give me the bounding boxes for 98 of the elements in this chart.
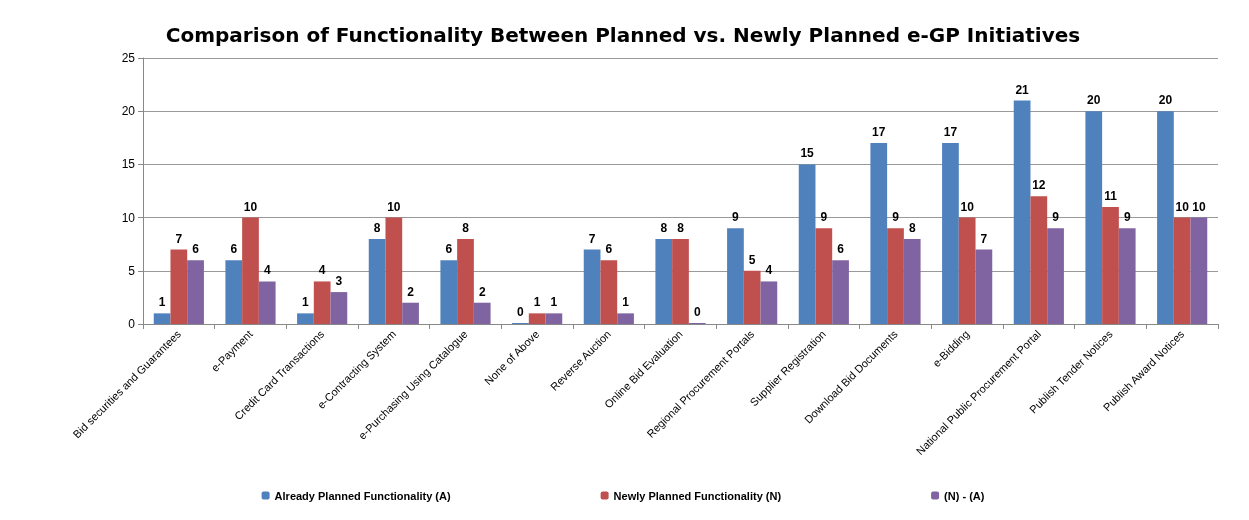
data-label: 5 [748,252,756,267]
bar [297,313,314,324]
data-label: 7 [980,231,988,246]
bar [870,143,888,324]
bar [473,302,491,324]
bar [1047,228,1064,324]
data-label: 8 [677,220,685,235]
bar [1157,111,1174,324]
data-label: 10 [243,199,258,214]
bar [815,228,833,324]
data-label: 1 [622,295,630,310]
bar [1013,100,1031,324]
data-label: 7 [588,231,596,246]
data-label: 6 [445,242,453,257]
bar [1173,217,1191,324]
data-label: 8 [462,220,470,235]
bar [887,228,904,324]
legend-label: Already Planned Functionality (A) [274,489,451,502]
bar [583,249,601,324]
bar [903,238,921,324]
bar [242,217,259,324]
y-tick-label: 0 [128,317,136,331]
legend-label: Newly Planned Functionality (N) [613,489,782,502]
data-label: 2 [407,284,415,299]
bar [368,238,386,324]
data-label: 6 [230,242,238,257]
data-label: 11 [1104,188,1118,203]
data-label: 0 [693,305,701,319]
bar [440,260,458,324]
bar [170,249,188,324]
data-label: 8 [908,220,916,235]
bar [958,217,976,324]
data-label: 9 [1052,210,1060,225]
data-label: 9 [732,210,740,225]
data-label: 8 [373,220,381,235]
data-label: 0 [517,305,525,319]
data-label: 2 [478,284,486,299]
bar [1102,206,1119,324]
bar [528,313,546,324]
data-label: 4 [765,263,773,278]
bar [600,260,618,324]
bar [832,260,849,324]
data-label: 7 [175,231,183,246]
data-label: 17 [943,125,958,140]
y-tick-label: 20 [121,104,136,119]
bar [330,292,348,324]
data-label: 21 [1015,82,1030,97]
data-label: 1 [158,295,166,310]
bar [545,313,563,324]
y-tick-label: 5 [128,263,136,278]
data-label: 9 [892,210,900,225]
bar [313,281,331,324]
bar [187,260,204,324]
bar [153,313,171,324]
bar [1085,111,1103,324]
data-label: 3 [335,274,343,289]
data-label: 12 [1032,178,1046,193]
bar [258,281,276,324]
bar [727,228,744,324]
data-label: 8 [660,220,668,235]
bar [942,143,959,324]
bar [617,313,634,324]
y-tick-label: 10 [121,210,136,225]
bar [1190,217,1208,324]
bar [402,302,419,324]
legend-label: (N) - (A) [944,489,985,502]
data-label: 15 [800,146,815,161]
bar [798,164,816,324]
bar [760,281,778,324]
data-label: 4 [263,263,271,278]
bar [1030,196,1048,324]
data-label: 20 [1158,93,1173,108]
data-label: 10 [960,199,975,214]
bar [385,217,403,324]
data-label: 10 [1175,199,1190,214]
bar [655,238,673,324]
chart-title: Comparison of Functionality Between Planned vs. Newly Planned e-GP Initiatives [165,23,1081,47]
data-label: 6 [605,242,613,257]
bar [743,270,761,324]
data-label: 10 [1192,199,1206,214]
bar [672,238,689,324]
data-label: 20 [1087,93,1101,108]
y-tick-label: 25 [121,51,136,65]
data-label: 9 [820,210,828,225]
data-label: 6 [192,242,200,257]
data-label: 9 [1123,210,1131,225]
data-label: 17 [872,125,886,140]
bar [457,238,474,324]
y-tick-label: 15 [121,157,136,172]
data-label: 1 [533,295,541,310]
bar [975,249,993,324]
data-label: 6 [837,242,845,257]
bar [1118,228,1136,324]
bar [225,260,243,324]
data-label: 1 [550,295,558,310]
data-label: 10 [387,199,401,214]
data-label: 4 [318,263,326,278]
data-label: 1 [302,295,310,310]
